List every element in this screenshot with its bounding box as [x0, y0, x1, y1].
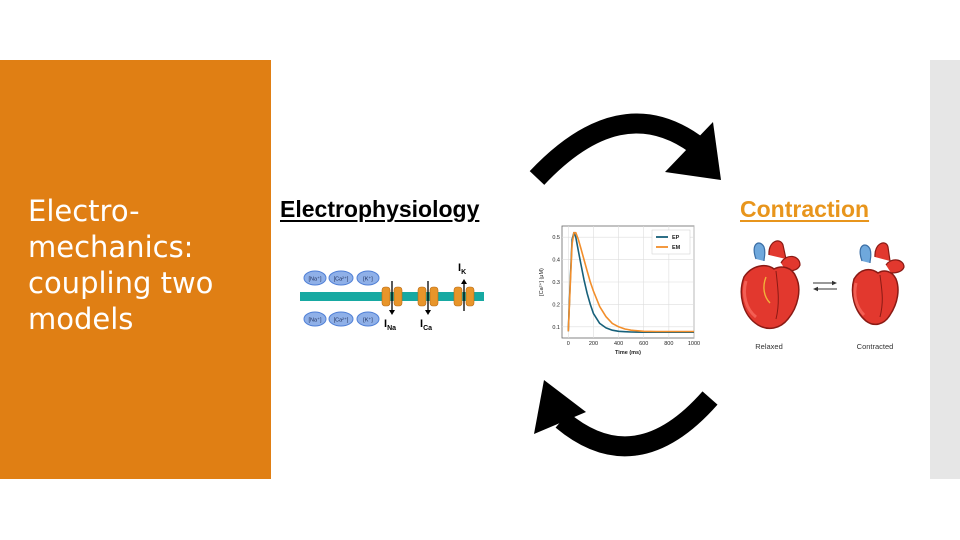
current-label-na: INa [384, 318, 396, 332]
ion-label: [Ca²⁺] [334, 276, 349, 283]
y-tick-label: 0.2 [552, 302, 560, 308]
ion-bubble [303, 270, 327, 286]
current-label-ca: ICa [420, 318, 432, 332]
membrane-diagram: [Na⁺] [Ca²⁺] [K⁺] INa ICa IK [Na⁺] [Ca²⁺… [300, 262, 484, 332]
ion-channel [381, 286, 403, 307]
slide-title: Electro- mechanics: coupling two models [28, 193, 268, 337]
y-axis-label: [Ca²⁺] (μM) [538, 268, 545, 296]
ion-bubble [356, 311, 380, 327]
ion-bubble [328, 311, 354, 327]
relaxed-label: Relaxed [755, 342, 783, 351]
heart-labels: Relaxed Contracted [755, 342, 894, 351]
ion-bubble [328, 270, 354, 286]
title-line: Electro- [28, 194, 140, 228]
title-line: coupling two [28, 266, 214, 300]
x-tick-label: 400 [614, 341, 623, 347]
ion-label: [K⁺] [363, 276, 373, 283]
forward-coupling-arrow [529, 113, 721, 185]
ion-bubble [303, 311, 327, 327]
title-panel [0, 60, 271, 479]
ion-label: [K⁺] [363, 317, 373, 324]
calcium-transient-chart: 0 200 400 600 800 1000 0.1 0.2 0.3 0.4 0.5 Time (ms… [538, 225, 700, 356]
heart-relaxed [740, 240, 801, 330]
x-axis-label: Time (ms) [615, 350, 641, 356]
ion-channel [453, 286, 475, 307]
ion-pool-bottom: [Na⁺] [Ca²⁺] [K⁺] [303, 311, 380, 327]
backward-coupling-arrow [534, 380, 718, 457]
legend [651, 229, 691, 255]
series-line-em [567, 231, 694, 333]
x-tick-label: 600 [639, 341, 648, 347]
x-tick-label: 1000 [688, 341, 700, 347]
ion-label: [Na⁺] [309, 317, 322, 324]
title-line: models [28, 302, 134, 336]
current-label-k: IK [458, 262, 466, 276]
x-tick-label: 800 [664, 341, 673, 347]
title-line: mechanics: [28, 230, 194, 264]
heart-contracted [851, 242, 905, 326]
ion-label: [Na⁺] [309, 276, 322, 283]
y-tick-label: 0.5 [552, 235, 560, 241]
legend-label: EP [672, 235, 680, 241]
side-bar [930, 60, 960, 479]
ion-channel [417, 286, 439, 307]
contraction-heading: Contraction [740, 196, 870, 222]
y-tick-label: 0.1 [552, 325, 560, 331]
electrophysiology-heading: Electrophysiology [280, 196, 480, 222]
y-tick-label: 0.3 [552, 280, 560, 286]
y-tick-label: 0.4 [552, 258, 560, 264]
legend-label: EM [672, 245, 681, 251]
ion-bubble [356, 270, 380, 286]
contracted-label: Contracted [857, 342, 894, 351]
x-tick-label: 0 [567, 341, 570, 347]
current-arrow [389, 279, 467, 315]
equilibrium-arrows [813, 280, 837, 292]
ion-label: [Ca²⁺] [334, 317, 349, 324]
ion-pool-top: [Na⁺] [Ca²⁺] [K⁺] [303, 270, 380, 286]
x-tick-label: 200 [589, 341, 598, 347]
